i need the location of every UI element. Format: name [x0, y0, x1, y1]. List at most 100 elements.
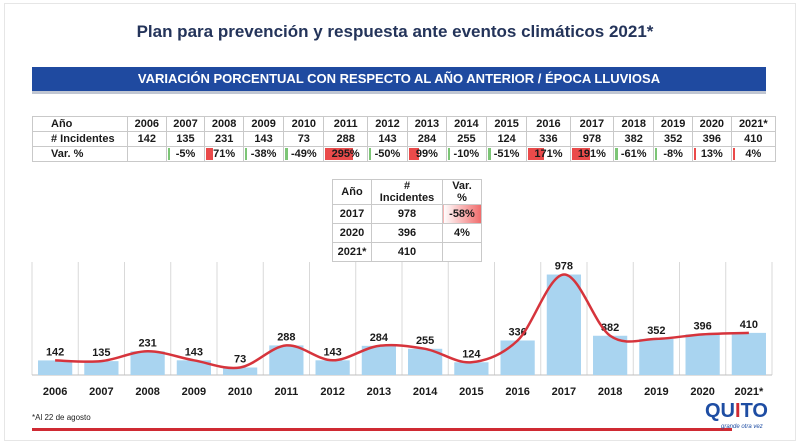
data-label: 410	[740, 319, 758, 331]
tick-label: 2014	[413, 386, 438, 398]
tick-label: 2007	[89, 386, 113, 398]
tick-label: 2015	[459, 386, 483, 398]
tick-label: 2021*	[734, 386, 763, 398]
variation-text: -5%	[175, 148, 196, 160]
variation-bar	[528, 148, 545, 160]
variation-text: -61%	[620, 148, 647, 160]
variation-text: 71%	[213, 148, 236, 160]
variation-bar	[285, 148, 288, 160]
bar	[546, 274, 581, 375]
tick-label: 2019	[644, 386, 668, 398]
summary-table: Año # Incidentes Var. % 2017 978 -58% 20…	[332, 179, 482, 262]
footer-line	[32, 428, 732, 431]
quito-logo: QUITO	[705, 400, 768, 423]
variation-text: 295%	[331, 148, 360, 160]
variation-cell: 295%	[323, 146, 368, 162]
variation-bar	[206, 148, 214, 160]
tick-label: 2009	[182, 386, 206, 398]
tick-label: 2018	[598, 386, 622, 398]
data-label: 142	[46, 346, 64, 358]
bar	[685, 334, 720, 375]
bar	[500, 340, 535, 375]
variation-text: -8%	[663, 148, 683, 160]
variation-bar	[615, 148, 619, 160]
variation-bar	[732, 148, 735, 160]
tick-label: 2011	[274, 386, 298, 398]
summary-year: 2017	[332, 204, 372, 224]
bar	[38, 360, 73, 375]
row-label: Var. %	[32, 146, 128, 162]
summary-header: # Incidentes	[371, 179, 443, 205]
data-label: 143	[185, 346, 203, 358]
variation-cell: 191%	[569, 146, 615, 162]
tick-label: 2017	[552, 386, 576, 398]
bar	[361, 345, 396, 375]
summary-header: Var. %	[442, 179, 482, 205]
variation-cell: -8%	[653, 146, 693, 162]
incidents-cell: 73	[283, 131, 325, 147]
summary-var	[442, 242, 482, 262]
bar	[639, 338, 674, 375]
variation-bar	[167, 148, 170, 160]
variation-bar	[488, 148, 491, 160]
data-label: 284	[370, 332, 389, 344]
data-label: 352	[647, 325, 665, 337]
bar	[130, 351, 165, 375]
data-label: 135	[92, 347, 110, 359]
tick-label: 2016	[505, 386, 529, 398]
variation-bar	[694, 148, 696, 160]
data-label: 124	[462, 348, 481, 360]
variation-cell: -10%	[445, 146, 488, 162]
section-banner: VARIACIÓN PORCENTUAL CON RESPECTO AL AÑO…	[32, 67, 766, 94]
variation-bar	[655, 148, 658, 160]
data-label: 143	[323, 346, 341, 358]
slide: Plan para prevención y respuesta ante ev…	[5, 4, 795, 440]
variation-cell: 71%	[204, 146, 244, 162]
tick-label: 2012	[320, 386, 344, 398]
summary-header: Año	[332, 179, 372, 205]
incidents-cell: 143	[242, 131, 285, 147]
summary-row: 2021* 410	[332, 242, 482, 262]
data-label: 978	[555, 261, 573, 273]
variation-text: -38%	[250, 148, 277, 160]
logo-text: TO	[740, 400, 768, 422]
incidents-cell: 978	[569, 131, 615, 147]
incidents-cell: 396	[692, 131, 732, 147]
tick-label: 2006	[43, 386, 67, 398]
variation-cell: -5%	[165, 146, 206, 162]
incidents-cell: 255	[445, 131, 488, 147]
variation-text: 99%	[415, 148, 438, 160]
variation-text: -50%	[374, 148, 401, 160]
tick-label: 2008	[135, 386, 159, 398]
tick-label: 2010	[228, 386, 252, 398]
summary-year: 2020	[332, 223, 372, 243]
variation-text: 13%	[700, 148, 723, 160]
summary-var: 4%	[442, 223, 482, 243]
variation-bar	[409, 148, 419, 160]
variation-bar	[325, 148, 354, 160]
data-label: 288	[277, 331, 295, 343]
data-label: 231	[138, 337, 156, 349]
bar	[223, 367, 258, 375]
variation-bar	[244, 148, 247, 160]
variation-bar	[368, 148, 372, 160]
bar	[84, 361, 119, 375]
variation-cell: -49%	[283, 146, 325, 162]
logo-text: I	[735, 400, 741, 422]
variation-cell: 4%	[730, 146, 777, 162]
incidents-cell: 142	[127, 131, 167, 147]
incidents-chart: 142 2006 135 2007 231 2008 143 2009 73 2010 288 201…	[31, 261, 773, 398]
variation-text: 191%	[577, 148, 606, 160]
incidents-cell: 382	[613, 131, 655, 147]
variation-text: -49%	[290, 148, 317, 160]
bar	[731, 332, 766, 375]
data-label: 255	[416, 335, 434, 347]
trend-line	[55, 273, 749, 370]
summary-row: 2020 396 4%	[332, 223, 482, 243]
summary-row: 2017 978 -58%	[332, 204, 482, 224]
variation-bar	[447, 148, 450, 160]
summary-header-row: Año # Incidentes Var. %	[332, 179, 482, 205]
year-cell: 2020	[692, 116, 732, 132]
variation-cell: -61%	[613, 146, 655, 162]
variation-text: 4%	[745, 148, 762, 160]
